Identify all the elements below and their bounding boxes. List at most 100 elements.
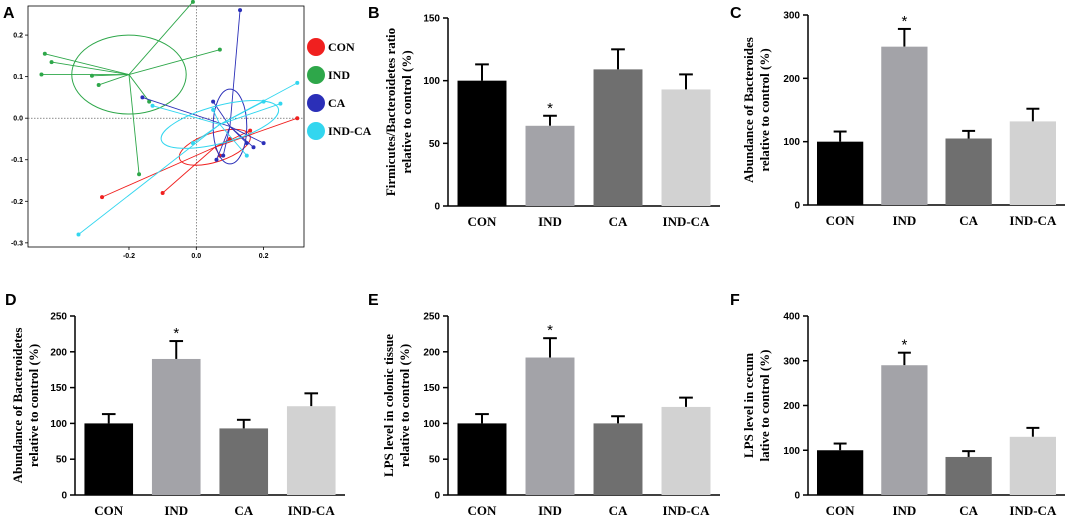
bar-ind xyxy=(525,357,575,495)
category-label: IND xyxy=(164,503,188,516)
data-point xyxy=(248,128,253,133)
category-label: CON xyxy=(468,214,498,229)
y-tick-label: 200 xyxy=(50,347,67,358)
data-point xyxy=(190,141,195,146)
y-tick-label: -0.1 xyxy=(11,157,23,164)
series-ind xyxy=(39,0,222,177)
y-tick-label: -0.3 xyxy=(11,240,23,247)
panel-b: B 0 50 100 150 CON IND * CA IND-CA Firmicutes/Bact… xyxy=(368,5,720,229)
data-point xyxy=(261,141,266,146)
panel-letter-c: C xyxy=(730,5,742,22)
bar-con xyxy=(457,80,507,206)
y-tick-label: 150 xyxy=(423,14,440,25)
y-tick-label: 100 xyxy=(423,76,440,87)
bar-ind-ca xyxy=(661,89,711,206)
data-point xyxy=(150,103,155,108)
significance-marker: * xyxy=(901,337,907,354)
bar-ind xyxy=(525,125,575,206)
y-tick-label: 100 xyxy=(50,419,67,430)
y-tick-label: 0 xyxy=(794,491,800,502)
data-point xyxy=(76,232,81,237)
spoke-line xyxy=(214,117,298,148)
spoke-line xyxy=(142,96,231,127)
y-tick-label: 0 xyxy=(794,201,800,212)
y-axis-label: lative to control (%) xyxy=(757,349,772,461)
bar-ind-ca xyxy=(1009,436,1057,495)
y-tick-label: 0.2 xyxy=(13,33,23,40)
data-point xyxy=(278,101,283,106)
data-point xyxy=(261,99,266,104)
category-label: IND xyxy=(538,214,562,229)
data-point xyxy=(137,172,142,177)
data-point xyxy=(214,157,219,162)
spoke-line xyxy=(78,124,221,235)
y-tick-label: 50 xyxy=(429,139,441,150)
category-label: CA xyxy=(959,503,978,516)
y-tick-label: 100 xyxy=(783,137,800,148)
y-axis-label: Firmicutes/Bacteroidetes ratio xyxy=(383,28,398,196)
bar-ind xyxy=(881,365,928,495)
y-tick-label: 0 xyxy=(434,202,440,213)
category-label: IND-CA xyxy=(1009,503,1057,516)
spoke-line xyxy=(212,101,231,127)
category-label: IND-CA xyxy=(663,503,711,516)
spoke-line xyxy=(229,10,241,127)
data-point xyxy=(244,153,249,158)
y-tick-label: 150 xyxy=(423,383,440,394)
spoke-line xyxy=(212,109,221,125)
y-tick-label: 200 xyxy=(783,74,800,85)
data-point xyxy=(89,73,94,78)
panel-letter-f: F xyxy=(730,292,740,309)
plot-frame xyxy=(27,5,305,248)
spoke-line xyxy=(44,53,130,75)
spoke-line xyxy=(98,74,130,86)
panel-letter-e: E xyxy=(368,292,379,309)
series-ca xyxy=(140,8,266,165)
y-tick-label: 300 xyxy=(783,356,800,367)
y-tick-label: 200 xyxy=(783,401,800,412)
data-point xyxy=(238,8,243,13)
y-tick-label: 200 xyxy=(423,347,440,358)
y-axis-label: LPS level in colonic tissue xyxy=(381,334,396,477)
series-ind-ca xyxy=(76,80,300,237)
data-point xyxy=(42,51,47,56)
bar-ca xyxy=(219,428,269,495)
y-tick-label: 50 xyxy=(429,455,441,466)
category-label: CON xyxy=(826,213,856,228)
y-tick-label: 50 xyxy=(56,455,68,466)
data-point xyxy=(211,99,216,104)
category-label: IND-CA xyxy=(663,214,711,229)
y-tick-label: 0.0 xyxy=(13,116,23,123)
y-axis-label: Abundance of Bacteroides xyxy=(741,37,756,183)
panel-f: F 0 100 200 300 400 CON IND * CA IND-CA LPS level i… xyxy=(730,292,1065,516)
legend-marker-con xyxy=(307,38,325,56)
spoke-line xyxy=(219,124,248,156)
legend-label: CON xyxy=(328,40,355,54)
spoke-line xyxy=(219,103,281,125)
category-label: IND xyxy=(892,213,916,228)
bar-ind-ca xyxy=(286,406,336,495)
confidence-ellipse xyxy=(160,100,280,149)
y-tick-label: 250 xyxy=(50,312,67,323)
data-point xyxy=(140,95,145,100)
y-axis-label: Abundance of Bacteroidetes xyxy=(10,328,25,484)
legend-marker-ind-ca xyxy=(307,122,325,140)
bar-con xyxy=(457,423,507,495)
bar-ca xyxy=(593,423,643,495)
category-label: IND-CA xyxy=(288,503,336,516)
data-point xyxy=(160,190,165,195)
confidence-ellipse xyxy=(212,88,248,165)
y-tick-label: 400 xyxy=(783,312,800,323)
category-label: CON xyxy=(468,503,498,516)
series-con xyxy=(100,116,300,200)
spoke-line xyxy=(128,74,140,175)
data-point xyxy=(251,145,256,150)
confidence-ellipse xyxy=(178,128,251,166)
y-tick-label: 300 xyxy=(783,11,800,22)
spoke-line xyxy=(128,1,194,75)
data-point xyxy=(211,107,216,112)
y-tick-label: 150 xyxy=(50,383,67,394)
spoke-line xyxy=(162,146,216,194)
y-axis-label: relative to control (%) xyxy=(399,50,414,173)
